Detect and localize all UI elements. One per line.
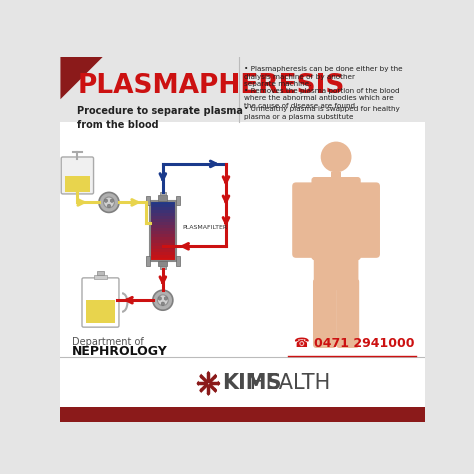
Circle shape [107, 204, 110, 208]
Polygon shape [200, 388, 203, 393]
Circle shape [104, 199, 108, 202]
FancyBboxPatch shape [82, 278, 119, 327]
Bar [150, 225, 176, 228]
Bar [61, 407, 425, 422]
Bar [65, 176, 90, 191]
Bar [61, 122, 425, 357]
Bar [150, 243, 176, 246]
Text: • Plasmapheresis can be done either by the
dialysis machine or by another
separa: • Plasmapheresis can be done either by t… [244, 66, 402, 87]
FancyBboxPatch shape [314, 247, 358, 290]
Text: ☎ 0471 2941000: ☎ 0471 2941000 [294, 337, 415, 350]
Bar [150, 257, 176, 261]
Text: Department of: Department of [72, 337, 144, 347]
Bar [150, 234, 176, 237]
Circle shape [99, 192, 119, 212]
Bar [150, 221, 176, 225]
FancyBboxPatch shape [352, 182, 380, 258]
Bar [160, 266, 166, 269]
Polygon shape [61, 57, 103, 99]
Bar [150, 203, 176, 207]
Text: KIMS: KIMS [222, 374, 282, 393]
Bar [150, 228, 176, 231]
Bar [150, 237, 176, 240]
Bar [150, 201, 176, 261]
Bar [150, 210, 176, 213]
Polygon shape [217, 381, 220, 386]
Text: • Unhealthy plasma is swapped for healthy
plasma or a plasma substitute: • Unhealthy plasma is swapped for health… [244, 106, 400, 119]
Circle shape [321, 142, 352, 173]
Bar [176, 256, 180, 265]
Bar [331, 173, 341, 180]
Circle shape [153, 290, 173, 310]
Bar [150, 216, 176, 219]
Text: NEPHROLOGY: NEPHROLOGY [72, 345, 168, 358]
Bar [150, 252, 176, 255]
Bar [158, 261, 167, 266]
Circle shape [103, 197, 114, 208]
Text: PLASMAFILTER: PLASMAFILTER [182, 225, 227, 229]
Bar [150, 230, 176, 234]
Bar [150, 239, 176, 243]
Bar [150, 248, 176, 252]
FancyBboxPatch shape [61, 157, 93, 194]
Polygon shape [207, 371, 210, 376]
FancyBboxPatch shape [336, 279, 359, 348]
Polygon shape [214, 374, 217, 379]
Bar [176, 196, 180, 206]
Bar [158, 195, 167, 201]
Bar [97, 271, 104, 275]
Circle shape [164, 297, 167, 300]
Circle shape [110, 199, 114, 202]
Polygon shape [207, 391, 210, 396]
FancyBboxPatch shape [292, 182, 320, 258]
Bar [150, 219, 176, 222]
Bar [150, 255, 176, 258]
Polygon shape [214, 388, 217, 393]
FancyBboxPatch shape [313, 279, 336, 348]
Bar [61, 357, 425, 407]
Text: Procedure to separate plasma
from the blood: Procedure to separate plasma from the bl… [77, 106, 243, 130]
Text: PLASMAPHERESIS: PLASMAPHERESIS [77, 73, 345, 99]
Circle shape [161, 302, 164, 305]
Polygon shape [200, 374, 203, 379]
Bar [150, 201, 176, 204]
Bar [150, 212, 176, 216]
Bar [160, 192, 166, 195]
Circle shape [157, 295, 168, 306]
Bar [146, 196, 150, 206]
FancyBboxPatch shape [311, 177, 361, 260]
Bar [150, 246, 176, 249]
Bar [150, 207, 176, 210]
Bar [86, 300, 115, 323]
Bar [94, 275, 107, 279]
Text: • Removes the plasma portion of the blood
where the abnormal antibodies which ar: • Removes the plasma portion of the bloo… [244, 88, 399, 109]
Circle shape [158, 297, 162, 300]
Text: HEALTH: HEALTH [250, 374, 330, 393]
Polygon shape [197, 381, 200, 386]
Bar [146, 256, 150, 265]
